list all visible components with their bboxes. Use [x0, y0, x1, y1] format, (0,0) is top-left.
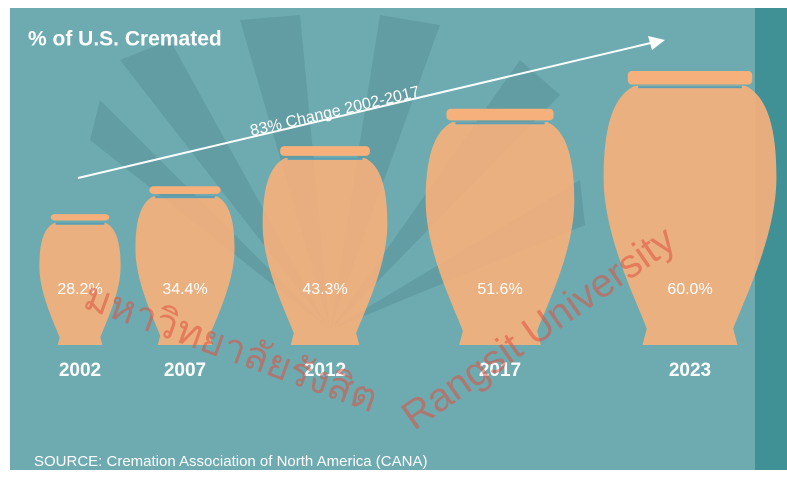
trend-arrow [77, 41, 656, 179]
urn-lid [280, 146, 370, 156]
x-tick-label: 2012 [304, 360, 346, 381]
urn [135, 196, 235, 345]
arrow-head [648, 36, 665, 50]
urn [603, 85, 777, 346]
urn-lid [627, 71, 753, 85]
urn [39, 223, 121, 345]
value-label: 43.3% [302, 281, 347, 298]
urn-lid [50, 214, 110, 221]
urn-lid [149, 186, 221, 194]
urn [425, 122, 575, 345]
urn [262, 157, 388, 345]
chart-title: % of U.S. Cremated [28, 28, 222, 51]
value-label: 28.2% [57, 281, 102, 298]
source-note: SOURCE: Cremation Association of North A… [34, 453, 427, 470]
urns: 28.2% 2002 34.4% 2007 43.3% 2012 51.6% 2017 60.0… [39, 71, 777, 381]
x-tick-label: 2002 [59, 360, 101, 381]
value-label: 51.6% [477, 281, 522, 298]
urn-lid [446, 108, 554, 121]
x-tick-label: 2007 [164, 360, 206, 381]
value-label: 34.4% [162, 281, 207, 298]
value-label: 60.0% [667, 281, 712, 298]
x-tick-label: 2017 [479, 360, 521, 381]
x-tick-label: 2023 [669, 360, 711, 381]
